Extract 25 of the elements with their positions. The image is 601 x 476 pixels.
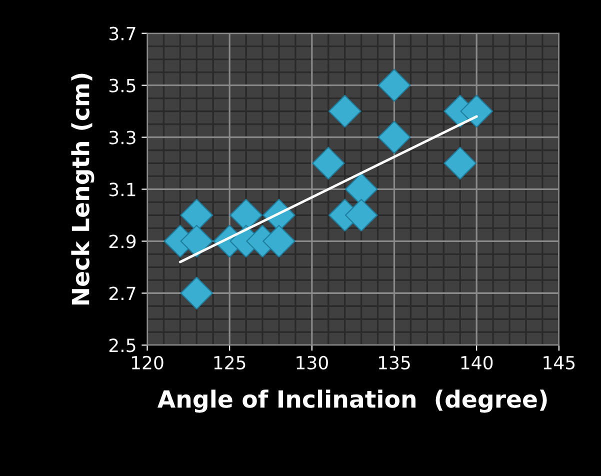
- point: [444, 146, 477, 180]
- point: [328, 94, 362, 128]
- point: [344, 198, 378, 232]
- x-axis-title: Angle of Inclination (degree): [157, 390, 547, 413]
- y-tick-label: 3.5: [109, 78, 136, 92]
- x-tick-label: 145: [544, 356, 575, 370]
- y-tick-label: 2.5: [109, 338, 136, 352]
- point: [262, 224, 296, 258]
- y-tick-label: 3.1: [109, 182, 136, 196]
- y-axis-title: Neck Length (cm): [71, 74, 94, 305]
- x-tick-label: 140: [461, 356, 493, 370]
- x-tick-label: 120: [132, 356, 164, 370]
- point: [378, 120, 411, 154]
- point: [180, 276, 214, 310]
- x-tick-label: 125: [214, 356, 246, 370]
- y-tick-label: 2.7: [109, 286, 136, 300]
- point: [312, 146, 345, 180]
- x-tick-label: 130: [296, 356, 328, 370]
- y-tick-label: 2.9: [109, 234, 136, 248]
- point: [180, 224, 214, 258]
- y-tick-label: 3.3: [109, 130, 136, 144]
- point: [378, 68, 411, 102]
- x-tick-label: 135: [379, 356, 410, 370]
- point: [460, 94, 493, 128]
- y-tick-label: 3.7: [109, 26, 136, 40]
